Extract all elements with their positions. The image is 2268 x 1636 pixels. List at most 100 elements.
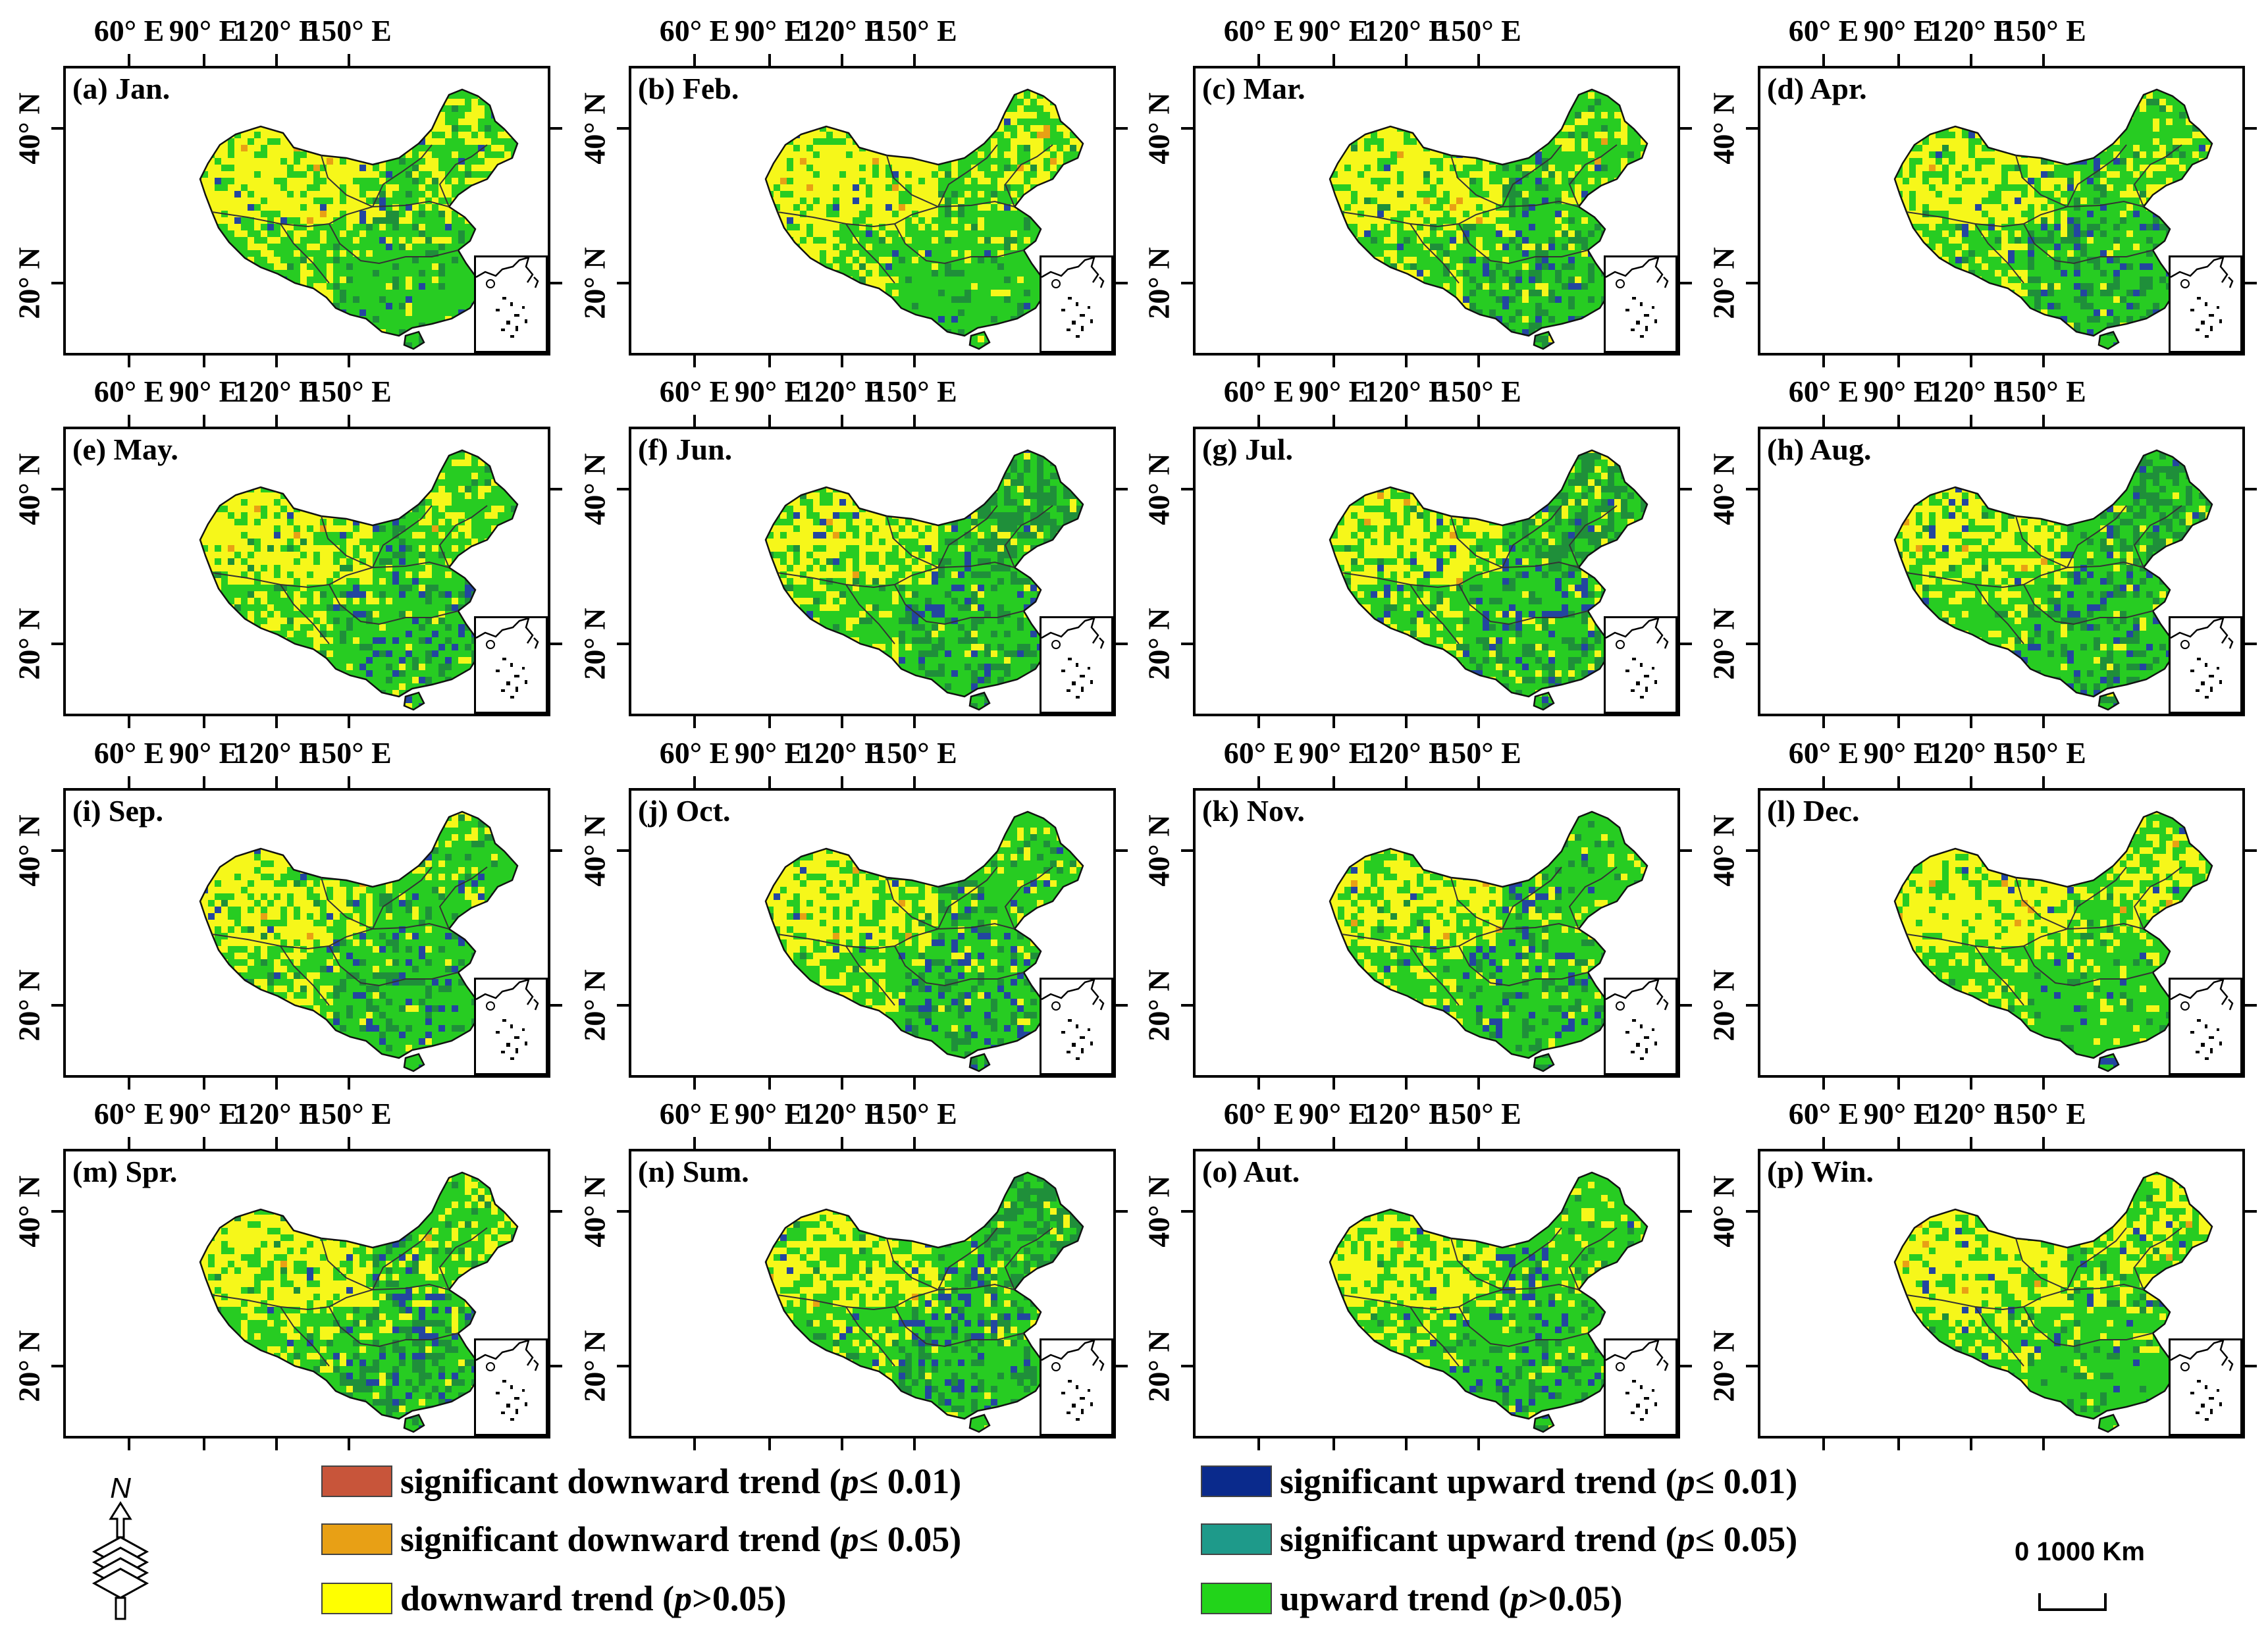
map-panel: (n) Sum. 60° E 90° E 120° E 150° E 40° N 20° N bbox=[578, 1097, 1128, 1450]
panel-label: (g) Jul. bbox=[1202, 433, 1293, 466]
axis-tick bbox=[768, 356, 771, 367]
axis-tick bbox=[841, 1438, 843, 1450]
latitude-label: 20° N bbox=[577, 247, 612, 319]
china-trend-map bbox=[764, 88, 1084, 350]
longitude-label: 120° E bbox=[1363, 736, 1449, 770]
china-trend-map bbox=[199, 88, 519, 350]
axis-tick bbox=[1822, 776, 1825, 788]
south-china-sea-inset bbox=[474, 255, 548, 353]
axis-tick bbox=[51, 1004, 63, 1007]
axis-tick bbox=[51, 1365, 63, 1367]
axis-tick bbox=[550, 488, 562, 490]
latitude-label: 20° N bbox=[1706, 1330, 1741, 1402]
axis-tick bbox=[203, 54, 205, 66]
axis-tick bbox=[51, 488, 63, 490]
longitude-label: 120° E bbox=[234, 736, 319, 770]
axis-tick bbox=[1405, 1438, 1408, 1450]
longitude-label: 60° E bbox=[659, 1097, 730, 1130]
panel-label: (o) Aut. bbox=[1202, 1155, 1300, 1188]
legend-label: upward trend (p>0.05) bbox=[1280, 1579, 1623, 1618]
axis-tick bbox=[1332, 776, 1335, 788]
legend-item-sig-down-005: significant downward trend (p≤ 0.05) bbox=[321, 1519, 961, 1559]
axis-tick bbox=[550, 1365, 562, 1367]
longitude-label: 120° E bbox=[234, 1097, 319, 1130]
axis-tick bbox=[617, 127, 629, 130]
map-panel: (e) May. 60° E 90° E 120° E 150° E 40° N 20° N bbox=[13, 375, 562, 728]
latitude-label: 20° N bbox=[577, 969, 612, 1042]
axis-tick bbox=[1970, 415, 1972, 427]
latitude-label: 20° N bbox=[1706, 247, 1741, 319]
axis-tick bbox=[1746, 643, 1758, 645]
latitude-label: 40° N bbox=[577, 92, 612, 165]
axis-tick bbox=[1970, 356, 1972, 367]
longitude-label: 60° E bbox=[93, 375, 165, 408]
axis-tick bbox=[913, 1438, 916, 1450]
axis-tick bbox=[2042, 415, 2045, 427]
axis-tick bbox=[550, 282, 562, 284]
legend-item-up: upward trend (p>0.05) bbox=[1201, 1579, 1622, 1618]
longitude-label: 150° E bbox=[1436, 736, 1521, 770]
legend-swatch bbox=[321, 1465, 392, 1497]
axis-tick bbox=[1680, 643, 1692, 645]
axis-tick bbox=[51, 1210, 63, 1213]
axis-tick bbox=[1257, 1078, 1260, 1090]
latitude-label: 20° N bbox=[12, 608, 46, 680]
longitude-label: 120° E bbox=[1363, 14, 1449, 47]
axis-tick bbox=[1405, 716, 1408, 728]
axis-tick bbox=[1477, 356, 1480, 367]
longitude-label: 60° E bbox=[1223, 375, 1294, 408]
latitude-label: 20° N bbox=[577, 608, 612, 680]
axis-tick bbox=[1822, 54, 1825, 66]
axis-tick bbox=[550, 1210, 562, 1213]
axis-tick bbox=[1897, 1078, 1900, 1090]
axis-tick bbox=[1257, 1438, 1260, 1450]
axis-tick bbox=[1405, 356, 1408, 367]
axis-tick bbox=[51, 849, 63, 852]
axis-tick bbox=[1257, 1137, 1260, 1149]
axis-tick bbox=[1405, 776, 1408, 788]
map-panel: (j) Oct. 60° E 90° E 120° E 150° E 40° N 20° N bbox=[578, 736, 1128, 1090]
latitude-label: 20° N bbox=[1142, 608, 1176, 680]
axis-tick bbox=[768, 415, 771, 427]
axis-tick bbox=[1181, 282, 1193, 284]
latitude-label: 20° N bbox=[1142, 969, 1176, 1042]
longitude-label: 150° E bbox=[872, 14, 957, 47]
axis-tick bbox=[1477, 415, 1480, 427]
axis-tick bbox=[348, 356, 350, 367]
longitude-label: 120° E bbox=[1363, 375, 1449, 408]
panel-label: (b) Feb. bbox=[638, 72, 739, 105]
south-china-sea-inset bbox=[1040, 978, 1113, 1075]
axis-tick bbox=[1746, 1004, 1758, 1007]
latitude-label: 40° N bbox=[12, 92, 46, 165]
axis-tick bbox=[1822, 716, 1825, 728]
axis-tick bbox=[1680, 849, 1692, 852]
south-china-sea-inset bbox=[2169, 616, 2242, 714]
axis-tick bbox=[2042, 54, 2045, 66]
china-trend-map bbox=[199, 1171, 519, 1433]
south-china-sea-inset bbox=[2169, 255, 2242, 353]
china-trend-map bbox=[1329, 449, 1648, 711]
longitude-label: 90° E bbox=[734, 375, 805, 408]
axis-tick bbox=[275, 1137, 278, 1149]
legend-item-sig-up-005: significant upward trend (p≤ 0.05) bbox=[1201, 1519, 1797, 1559]
axis-tick bbox=[275, 54, 278, 66]
axis-tick bbox=[2042, 776, 2045, 788]
longitude-label: 90° E bbox=[169, 736, 240, 770]
map-panel: (l) Dec. 60° E 90° E 120° E 150° E 40° N 20° N bbox=[1707, 736, 2257, 1090]
longitude-label: 60° E bbox=[659, 375, 730, 408]
axis-tick bbox=[1477, 1078, 1480, 1090]
axis-tick bbox=[128, 356, 130, 367]
axis-tick bbox=[51, 282, 63, 284]
axis-tick bbox=[1181, 1210, 1193, 1213]
axis-tick bbox=[1970, 716, 1972, 728]
axis-tick bbox=[1746, 488, 1758, 490]
axis-tick bbox=[913, 716, 916, 728]
axis-tick bbox=[1477, 1438, 1480, 1450]
axis-tick bbox=[275, 1438, 278, 1450]
axis-tick bbox=[1116, 127, 1128, 130]
longitude-label: 120° E bbox=[1928, 375, 2014, 408]
axis-tick bbox=[913, 1137, 916, 1149]
axis-tick bbox=[1181, 488, 1193, 490]
axis-tick bbox=[128, 716, 130, 728]
